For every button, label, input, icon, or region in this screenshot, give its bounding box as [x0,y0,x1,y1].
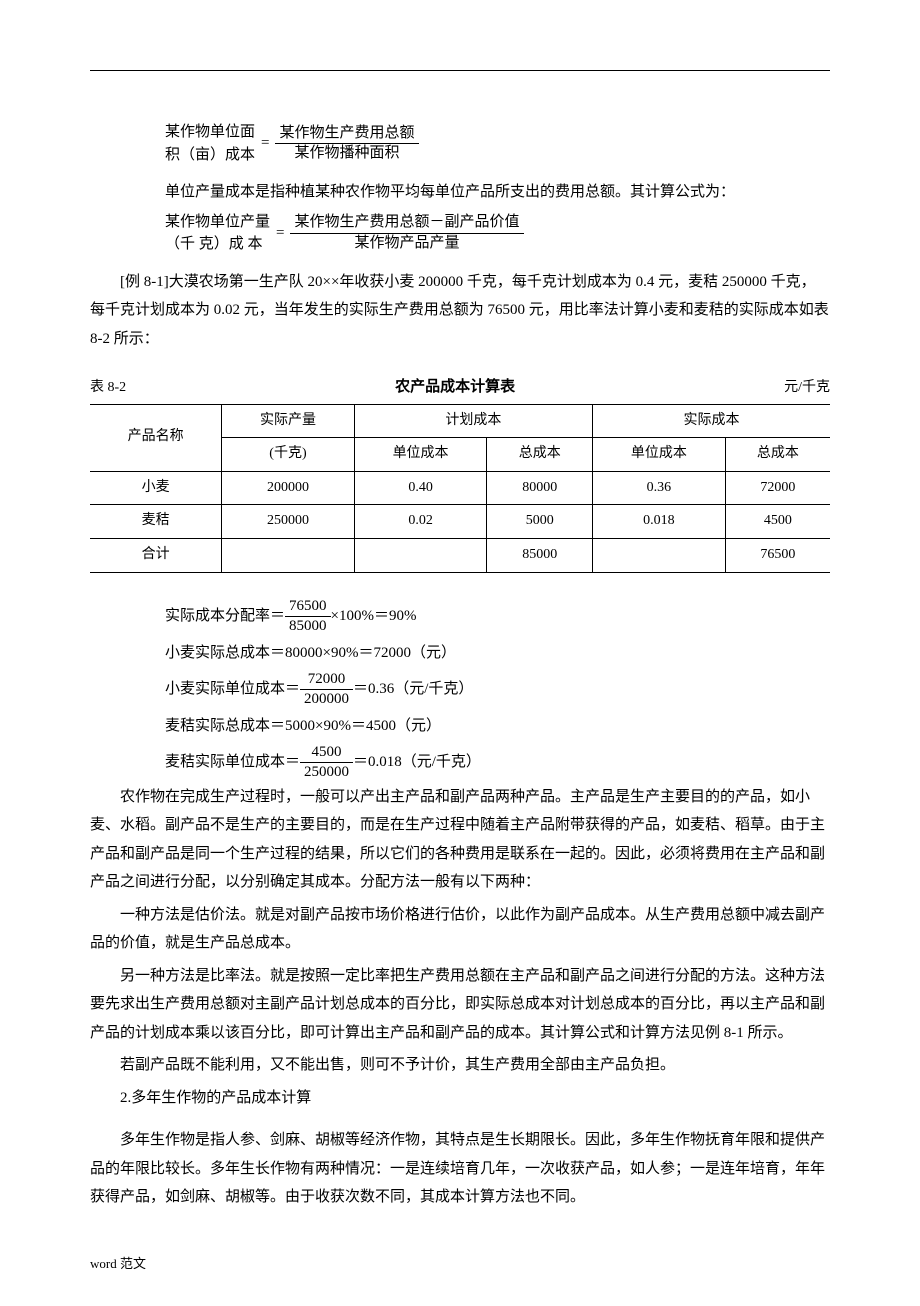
calculations: 实际成本分配率＝ 76500 85000 ×100%＝90% 小麦实际总成本＝8… [165,597,830,783]
formula2-eq: = [276,219,284,248]
th-product-name: 产品名称 [90,404,222,471]
formula1-left2: 积（亩）成本 [165,144,255,167]
cost-table: 产品名称 实际产量 计划成本 实际成本 (千克) 单位成本 总成本 单位成本 总… [90,404,830,573]
cell [222,538,355,572]
formula2-den: 某作物产品产量 [290,234,523,254]
formula-area-cost: 某作物单位面 积（亩）成本 = 某作物生产费用总额 某作物播种面积 [165,121,830,166]
body-para-4: 若副产品既不能利用，又不能出售，则可不予计价，其生产费用全部由主产品负担。 [90,1051,830,1080]
cell: 80000 [487,471,593,505]
formula2-num: 某作物生产费用总额－副产品价值 [290,213,523,234]
table-header-row1: 产品名称 实际产量 计划成本 实际成本 [90,404,830,438]
cell [593,538,726,572]
body-para-6: 多年生作物是指人参、剑麻、胡椒等经济作物，其特点是生长期限长。因此，多年生作物抚… [90,1126,830,1212]
calc1-num: 76500 [285,597,331,618]
para-unit-yield-intro: 单位产量成本是指种植某种农作物平均每单位产品所支出的费用总额。其计算公式为： [165,178,830,207]
calc-line-3: 小麦实际单位成本＝ 72000 200000 ＝0.36（元/千克） [165,670,830,710]
calc-line-2: 小麦实际总成本＝80000×90%＝72000（元） [165,637,830,670]
formula1-eq: = [261,129,269,158]
formula1-num: 某作物生产费用总额 [275,124,418,145]
cell [354,538,487,572]
cell: 85000 [487,538,593,572]
th-actual-yield: 实际产量 [222,404,355,438]
calc1-label: 实际成本分配率＝ [165,600,285,633]
body-para-3: 另一种方法是比率法。就是按照一定比率把生产费用总额在主产品和副产品之间进行分配的… [90,962,830,1048]
calc-line-1: 实际成本分配率＝ 76500 85000 ×100%＝90% [165,597,830,637]
calc3-den: 200000 [300,690,353,710]
calc3-label: 小麦实际单位成本＝ [165,673,300,706]
cell: 小麦 [90,471,222,505]
body-para-1: 农作物在完成生产过程时，一般可以产出主产品和副产品两种产品。主产品是生产主要目的… [90,783,830,897]
body-para-2: 一种方法是估价法。就是对副产品按市场价格进行估价，以此作为副产品成本。从生产费用… [90,901,830,958]
cell: 4500 [725,505,830,539]
calc3-tail: ＝0.36（元/千克） [353,673,473,706]
calc5-tail: ＝0.018（元/千克） [353,746,481,779]
cell: 合计 [90,538,222,572]
calc5-num: 4500 [300,743,353,764]
th-act-unit: 单位成本 [593,438,726,472]
calc5-label: 麦秸实际单位成本＝ [165,746,300,779]
cell: 0.36 [593,471,726,505]
table-caption-center: 农产品成本计算表 [395,373,515,402]
calc-line-4: 麦秸实际总成本＝5000×90%＝4500（元） [165,710,830,743]
cell: 250000 [222,505,355,539]
cell: 麦秸 [90,505,222,539]
formula-yield-cost: 某作物单位产量 （千 克）成 本 = 某作物生产费用总额－副产品价值 某作物产品… [165,211,830,256]
th-actual-cost: 实际成本 [593,404,830,438]
cell: 0.40 [354,471,487,505]
formula2-left2: （千 克）成 本 [165,233,270,256]
calc1-tail: ×100%＝90% [331,600,417,633]
calc3-num: 72000 [300,670,353,691]
th-act-total: 总成本 [725,438,830,472]
table-row: 麦秸 250000 0.02 5000 0.018 4500 [90,505,830,539]
calc4: 麦秸实际总成本＝5000×90%＝4500（元） [165,710,441,743]
cell: 0.02 [354,505,487,539]
th-planned-cost: 计划成本 [354,404,592,438]
cell: 76500 [725,538,830,572]
formula1-den: 某作物播种面积 [275,144,418,164]
cell: 72000 [725,471,830,505]
table-caption: 表 8-2 农产品成本计算表 元/千克 [90,373,830,402]
body-para-5: 2.多年生作物的产品成本计算 [90,1084,830,1113]
table-row: 小麦 200000 0.40 80000 0.36 72000 [90,471,830,505]
cell: 5000 [487,505,593,539]
example-8-1: [例 8-1]大漠农场第一生产队 20××年收获小麦 200000 千克，每千克… [90,268,830,354]
calc5-den: 250000 [300,763,353,783]
cell: 200000 [222,471,355,505]
page-divider [90,70,830,71]
th-plan-unit: 单位成本 [354,438,487,472]
table-caption-left: 表 8-2 [90,375,126,402]
table-row: 合计 85000 76500 [90,538,830,572]
footer-text: word 范文 [90,1252,830,1277]
cell: 0.018 [593,505,726,539]
calc2: 小麦实际总成本＝80000×90%＝72000（元） [165,637,456,670]
calc-line-5: 麦秸实际单位成本＝ 4500 250000 ＝0.018（元/千克） [165,743,830,783]
formula2-left1: 某作物单位产量 [165,211,270,234]
table-caption-right: 元/千克 [784,375,830,402]
th-plan-total: 总成本 [487,438,593,472]
th-kg: (千克) [222,438,355,472]
formula1-left1: 某作物单位面 [165,121,255,144]
calc1-den: 85000 [285,617,331,637]
